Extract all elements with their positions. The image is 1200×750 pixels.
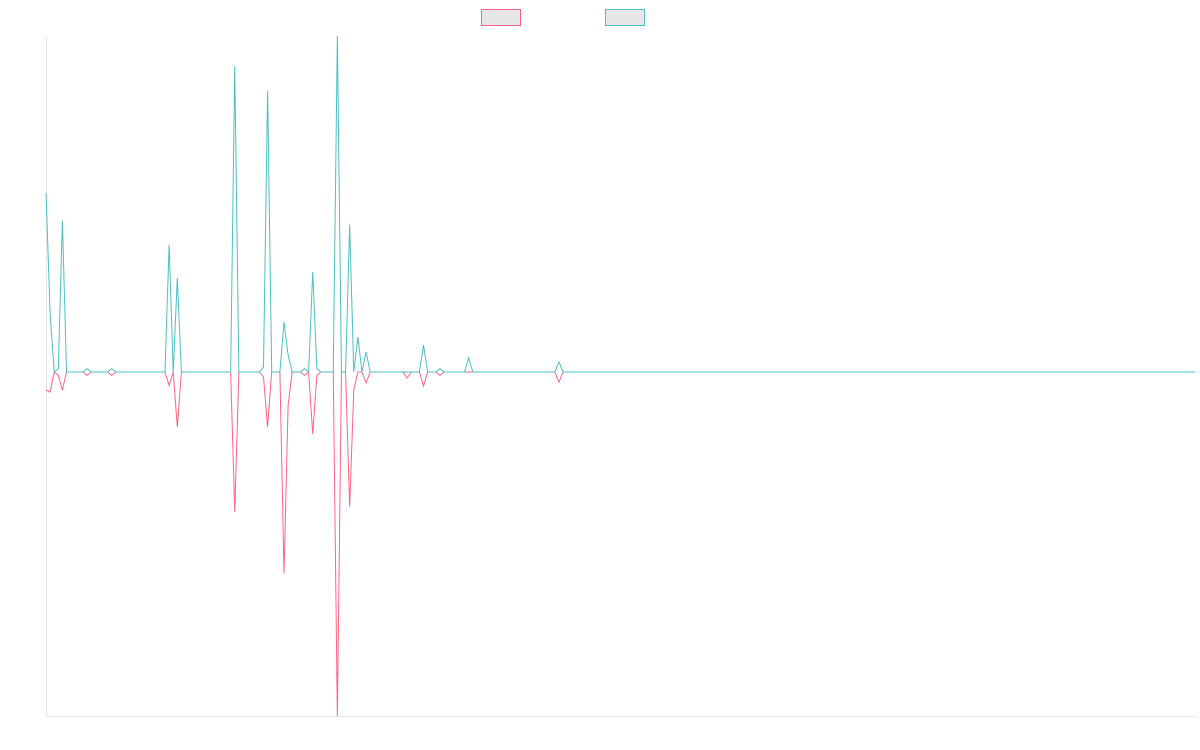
legend-swatch <box>481 9 521 26</box>
legend-swatch <box>605 9 645 26</box>
line-series <box>45 35 1195 373</box>
line-series <box>45 370 1195 717</box>
